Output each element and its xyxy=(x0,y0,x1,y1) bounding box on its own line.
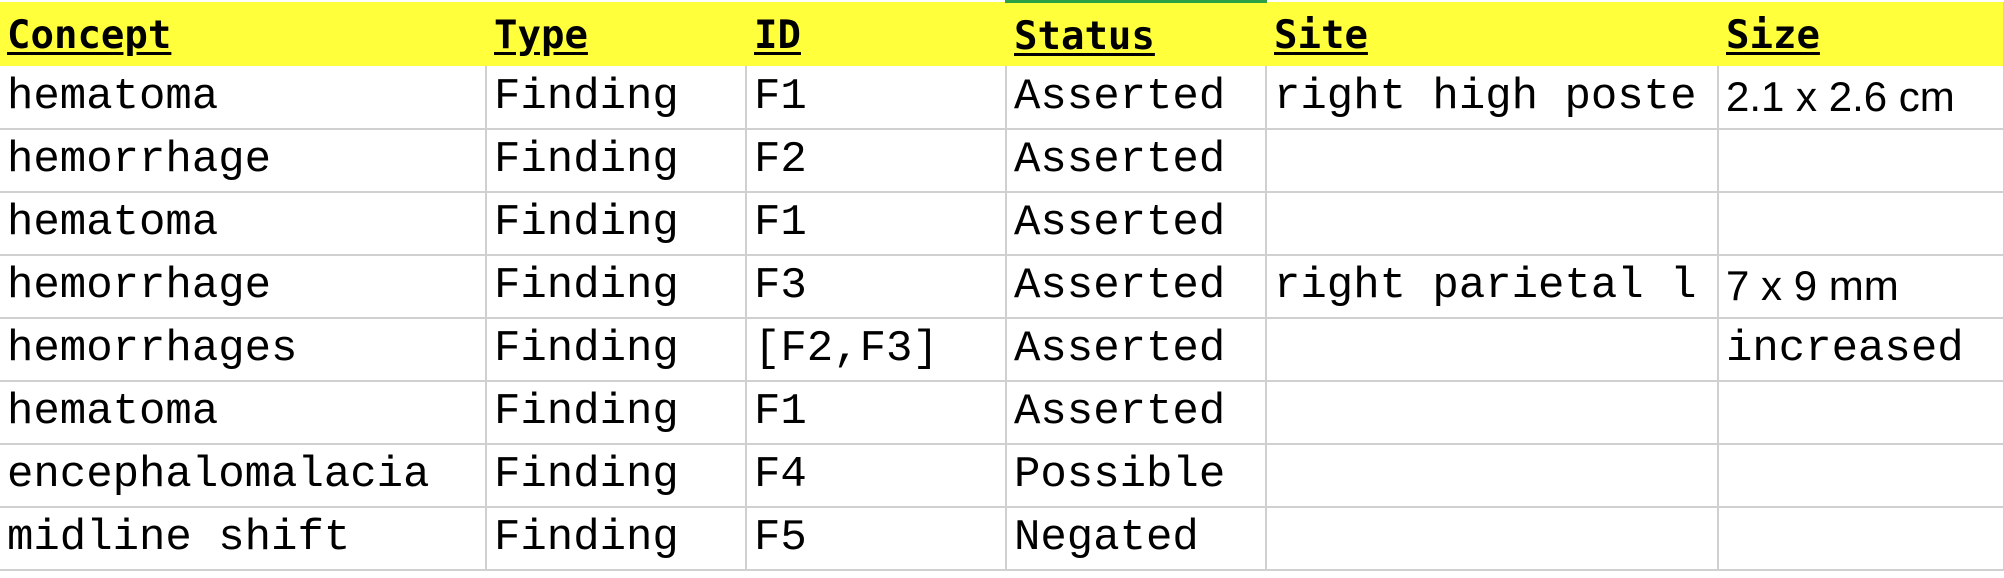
cell-site[interactable] xyxy=(1266,506,1719,571)
header-cell-id[interactable]: ID xyxy=(746,1,1007,66)
cell-id[interactable]: F1 xyxy=(746,380,1007,445)
cell-id[interactable]: F5 xyxy=(746,506,1007,571)
cell-site[interactable]: right parietal l xyxy=(1266,254,1719,319)
cell-size[interactable] xyxy=(1718,506,2004,571)
cell-type[interactable]: Finding xyxy=(486,191,747,256)
cell-size[interactable]: increased xyxy=(1718,317,2004,382)
table-row: hematoma Finding F1 Asserted right high … xyxy=(0,65,2004,130)
cell-concept[interactable]: midline shift xyxy=(0,506,487,571)
cell-concept[interactable]: hematoma xyxy=(0,380,487,445)
header-cell-status[interactable]: Status xyxy=(1006,0,1267,66)
cell-id[interactable]: F2 xyxy=(746,128,1007,193)
cell-concept[interactable]: hematoma xyxy=(0,191,487,256)
cell-status[interactable]: Possible xyxy=(1006,443,1267,508)
header-cell-site[interactable]: Site xyxy=(1266,1,1719,66)
cell-status[interactable]: Asserted xyxy=(1006,317,1267,382)
cell-status[interactable]: Asserted xyxy=(1006,254,1267,319)
cell-site[interactable]: right high poste xyxy=(1266,65,1719,130)
cell-status[interactable]: Negated xyxy=(1006,506,1267,571)
cell-size[interactable]: 7 x 9 mm xyxy=(1718,254,2004,319)
cell-size[interactable]: 2.1 x 2.6 cm xyxy=(1718,65,2004,130)
cell-type[interactable]: Finding xyxy=(486,317,747,382)
cell-type[interactable]: Finding xyxy=(486,380,747,445)
cell-size[interactable] xyxy=(1718,380,2004,445)
cell-status[interactable]: Asserted xyxy=(1006,128,1267,193)
cell-site[interactable] xyxy=(1266,317,1719,382)
cell-id[interactable]: [F2,F3] xyxy=(746,317,1007,382)
table-row: midline shift Finding F5 Negated xyxy=(0,506,2004,571)
cell-size[interactable] xyxy=(1718,128,2004,193)
cell-concept[interactable]: hematoma xyxy=(0,65,487,130)
cell-concept[interactable]: hemorrhage xyxy=(0,128,487,193)
cell-status[interactable]: Asserted xyxy=(1006,191,1267,256)
table-row: hemorrhages Finding [F2,F3] Asserted inc… xyxy=(0,317,2004,382)
header-row: Concept Type ID Status Site Size xyxy=(0,0,2004,66)
header-cell-concept[interactable]: Concept xyxy=(0,1,487,66)
header-cell-size[interactable]: Size xyxy=(1718,1,2004,66)
table-row: encephalomalacia Finding F4 Possible xyxy=(0,443,2004,508)
cell-id[interactable]: F1 xyxy=(746,65,1007,130)
cell-id[interactable]: F3 xyxy=(746,254,1007,319)
table-row: hemorrhage Finding F2 Asserted xyxy=(0,128,2004,193)
table-row: hematoma Finding F1 Asserted xyxy=(0,191,2004,256)
table-row: hemorrhage Finding F3 Asserted right par… xyxy=(0,254,2004,319)
table-row: hematoma Finding F1 Asserted xyxy=(0,380,2004,445)
cell-site[interactable] xyxy=(1266,191,1719,256)
header-cell-type[interactable]: Type xyxy=(486,1,747,66)
cell-concept[interactable]: hemorrhage xyxy=(0,254,487,319)
cell-type[interactable]: Finding xyxy=(486,65,747,130)
cell-status[interactable]: Asserted xyxy=(1006,380,1267,445)
cell-id[interactable]: F4 xyxy=(746,443,1007,508)
cell-site[interactable] xyxy=(1266,380,1719,445)
cell-size[interactable] xyxy=(1718,191,2004,256)
cell-size[interactable] xyxy=(1718,443,2004,508)
cell-type[interactable]: Finding xyxy=(486,128,747,193)
cell-id[interactable]: F1 xyxy=(746,191,1007,256)
cell-type[interactable]: Finding xyxy=(486,254,747,319)
cell-type[interactable]: Finding xyxy=(486,443,747,508)
cell-status[interactable]: Asserted xyxy=(1006,65,1267,130)
cell-site[interactable] xyxy=(1266,128,1719,193)
cell-concept[interactable]: hemorrhages xyxy=(0,317,487,382)
cell-type[interactable]: Finding xyxy=(486,506,747,571)
cell-site[interactable] xyxy=(1266,443,1719,508)
cell-concept[interactable]: encephalomalacia xyxy=(0,443,487,508)
